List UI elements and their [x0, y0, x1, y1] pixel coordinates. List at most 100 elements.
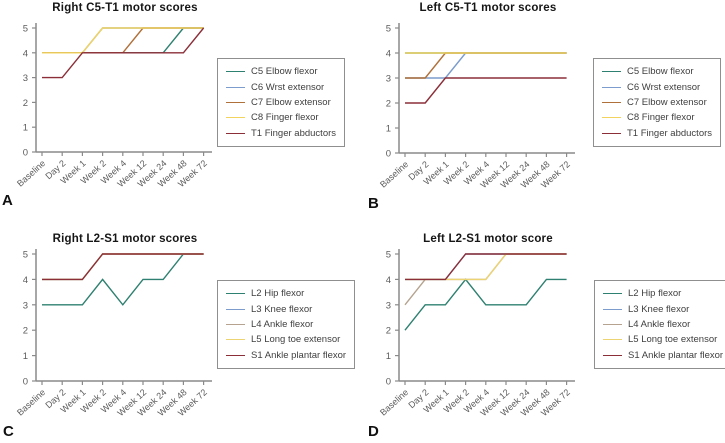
series-line: [405, 52, 567, 79]
panel-b: Left C5-T1 motor scores 0 1 2 3 4 5 Baseline Da…: [363, 0, 725, 222]
legend-line-swatch: [603, 339, 622, 341]
legend-line-swatch: [226, 117, 245, 119]
legend-label: T1 Finger abductors: [627, 127, 713, 139]
legend-line-swatch: [603, 354, 622, 356]
series-line: [405, 253, 567, 281]
y-tick-label: 5: [23, 24, 28, 35]
legend-label: C8 Finger flexor: [251, 112, 319, 124]
series-line: [42, 27, 204, 54]
legend-line-swatch: [603, 308, 622, 310]
y-tick-label: 5: [386, 250, 391, 261]
y-tick-label: 2: [386, 326, 391, 337]
y-tick-label: 3: [23, 300, 28, 311]
legend-line-swatch: [226, 86, 245, 88]
legend-row: S1 Ankle plantar flexor: [603, 350, 723, 361]
y-tick-label: 1: [386, 124, 391, 135]
legend: C5 Elbow flexor C6 Wrst extensor C7 Elbow …: [217, 58, 346, 147]
legend-line-swatch: [226, 132, 245, 134]
legend-row: C5 Elbow flexor: [602, 66, 712, 77]
y-tick-label: 0: [386, 377, 391, 388]
legend-row: C8 Finger flexor: [602, 112, 712, 123]
series-line: [42, 27, 204, 54]
series-line: [42, 253, 204, 281]
y-tick-label: 1: [23, 351, 28, 362]
legend-line-swatch: [226, 323, 245, 325]
legend-line-swatch: [602, 86, 621, 88]
legend-row: C6 Wrst extensor: [602, 82, 712, 93]
y-tick-label: 4: [386, 275, 391, 286]
series-line: [42, 253, 204, 281]
panel-letter: A: [2, 192, 13, 209]
legend-line-swatch: [226, 293, 245, 295]
panel-a: Right C5-T1 motor scores 0 1 2 3 4 5 Baseline D…: [0, 0, 362, 222]
panel-title: Right C5-T1 motor scores: [52, 2, 198, 14]
legend-label: T1 Finger abductors: [251, 127, 337, 139]
legend-line-swatch: [226, 339, 245, 341]
legend-label: L3 Knee flexor: [251, 303, 313, 315]
legend-label: C7 Elbow extensor: [627, 96, 707, 108]
y-tick-label: 5: [23, 250, 28, 261]
legend-row: S1 Ankle plantar flexor: [226, 350, 346, 361]
series-line: [405, 253, 567, 281]
legend-row: C7 Elbow extensor: [602, 97, 712, 108]
legend-label: C8 Finger flexor: [627, 112, 695, 124]
legend: L2 Hip flexor L3 Knee flexor L4 Ankle flex…: [594, 280, 725, 369]
legend-line-swatch: [602, 117, 621, 119]
y-tick-label: 0: [23, 377, 28, 388]
legend-row: L3 Knee flexor: [603, 304, 723, 315]
series-line: [42, 27, 204, 54]
legend-label: L4 Ankle flexor: [251, 318, 314, 330]
series-line: [42, 253, 204, 281]
panel-letter: C: [3, 423, 14, 440]
legend-label: C7 Elbow extensor: [251, 96, 331, 108]
y-tick-label: 4: [386, 49, 391, 60]
legend-label: C5 Elbow flexor: [251, 66, 318, 78]
y-tick-label: 0: [386, 149, 391, 160]
y-tick-label: 5: [386, 24, 391, 35]
legend-row: C8 Finger flexor: [226, 112, 336, 123]
panel-title: Right L2-S1 motor scores: [52, 233, 198, 245]
legend-row: L3 Knee flexor: [226, 304, 346, 315]
panel-letter: D: [368, 423, 379, 440]
legend-line-swatch: [602, 132, 621, 134]
y-tick-label: 2: [23, 98, 28, 109]
y-tick-label: 2: [386, 99, 391, 110]
legend-label: L5 Long toe extensor: [628, 334, 718, 346]
y-tick-label: 1: [386, 351, 391, 362]
series-line: [404, 278, 567, 331]
y-tick-label: 0: [23, 148, 28, 159]
legend-row: T1 Finger abductors: [602, 128, 712, 139]
legend-line-swatch: [226, 101, 245, 103]
legend-line-swatch: [603, 293, 622, 295]
y-tick-label: 4: [23, 275, 28, 286]
panel-c: Right L2-S1 motor scores 0 1 2 3 4 5 Baseline D…: [0, 221, 362, 443]
legend-line-swatch: [226, 308, 245, 310]
series-line: [405, 253, 567, 281]
series-line: [42, 253, 204, 306]
legend-label: L5 Long toe extensor: [251, 334, 341, 346]
panel-letter: B: [368, 195, 379, 212]
series-line: [42, 27, 205, 79]
y-tick-label: 4: [23, 48, 28, 59]
legend-row: C5 Elbow flexor: [226, 66, 336, 77]
legend-line-swatch: [603, 323, 622, 325]
legend-label: L2 Hip flexor: [628, 288, 682, 300]
series-line: [405, 77, 567, 104]
legend-line-swatch: [602, 101, 621, 103]
legend-row: C6 Wrst extensor: [226, 82, 336, 93]
legend-row: L2 Hip flexor: [226, 288, 346, 299]
legend-label: C5 Elbow flexor: [627, 66, 694, 78]
legend-line-swatch: [226, 354, 245, 356]
legend-row: L5 Long toe extensor: [226, 334, 346, 345]
series-line: [42, 253, 204, 281]
legend-row: L4 Ankle flexor: [603, 319, 723, 330]
y-tick-label: 3: [23, 73, 28, 84]
legend-line-swatch: [226, 71, 245, 73]
legend-label: L3 Knee flexor: [628, 303, 690, 315]
legend-row: L4 Ankle flexor: [226, 319, 346, 330]
